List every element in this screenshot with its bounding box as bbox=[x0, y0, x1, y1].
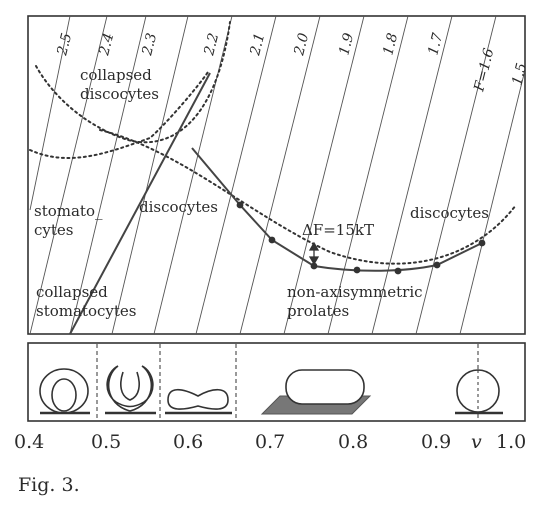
data-point bbox=[394, 267, 402, 275]
isoline bbox=[111, 16, 189, 334]
x-tick-label: 1.0 bbox=[496, 431, 526, 453]
x-tick-label: 0.7 bbox=[255, 431, 285, 453]
isoline-label: 2.4 bbox=[96, 31, 117, 57]
collapsed-stomatocyte-shape bbox=[105, 365, 156, 415]
isoline-label: 1.8 bbox=[380, 31, 401, 57]
isoline bbox=[195, 16, 277, 334]
isoline-labels: 2.5 2.4 2.3 2.2 2.1 2.0 1.9 1.8 1.7 F=1.… bbox=[54, 31, 530, 94]
dotted-curves bbox=[29, 21, 517, 265]
label-discocytes-right: discocytes bbox=[410, 204, 489, 222]
data-point bbox=[478, 239, 486, 247]
discocyte-shape bbox=[165, 388, 232, 415]
label-prolates-1: non-axisymmetric bbox=[287, 283, 423, 301]
x-axis: 0.4 0.5 0.6 0.7 0.8 0.9 v 1.0 bbox=[14, 431, 526, 453]
x-tick-label: 0.6 bbox=[173, 431, 203, 453]
region-labels: collapsed discocytes stomato_ cytes disc… bbox=[34, 66, 489, 320]
isoline-label: 2.5 bbox=[54, 31, 75, 58]
label-collapsed-discocytes-1: collapsed bbox=[80, 66, 152, 84]
collapsed-stomatocyte-line bbox=[69, 72, 211, 334]
isoline bbox=[415, 16, 497, 334]
isoline bbox=[283, 16, 365, 334]
collapsed-discocyte-branch bbox=[35, 21, 231, 144]
isoline bbox=[459, 69, 525, 334]
data-point bbox=[310, 262, 318, 270]
x-tick-label: 0.8 bbox=[338, 431, 368, 453]
isoline bbox=[29, 16, 108, 334]
label-stomatocytes-1: stomato_ bbox=[34, 202, 103, 220]
label-collapsed-stomatocytes-1: collapsed bbox=[36, 283, 108, 301]
isoline bbox=[29, 16, 71, 211]
isoline-label: F=1.6 bbox=[471, 47, 497, 94]
plot-frame bbox=[27, 15, 526, 335]
isoline-label: 2.1 bbox=[247, 31, 268, 57]
label-stomatocytes-2: cytes bbox=[34, 221, 73, 239]
shape-illustrations bbox=[39, 365, 503, 415]
isoline-group bbox=[29, 16, 525, 334]
isoline bbox=[153, 16, 233, 334]
label-delta-f: ΔF=15kT bbox=[302, 221, 374, 239]
isoline bbox=[371, 16, 453, 334]
label-collapsed-stomatocytes-2: stomatocytes bbox=[36, 302, 136, 320]
data-point bbox=[236, 201, 244, 209]
isoline-label: 1.5 bbox=[509, 61, 530, 87]
data-point bbox=[268, 236, 276, 244]
figure-caption: Fig. 3. bbox=[18, 474, 80, 496]
data-points bbox=[236, 201, 486, 275]
data-point bbox=[353, 266, 361, 274]
isoline-label: 2.2 bbox=[201, 31, 222, 58]
isoline bbox=[69, 16, 147, 334]
data-point bbox=[433, 261, 441, 269]
sphere-shape bbox=[455, 369, 503, 415]
isoline-label: 2.3 bbox=[139, 31, 160, 58]
delta-f-arrow bbox=[308, 241, 320, 266]
x-tick-label: 0.4 bbox=[14, 431, 44, 453]
isoline-label: 1.7 bbox=[425, 31, 446, 57]
x-tick-label: 0.5 bbox=[91, 431, 121, 453]
isoline-label: 2.0 bbox=[291, 31, 312, 58]
isoline bbox=[327, 16, 409, 334]
isoline-label: 1.9 bbox=[336, 31, 357, 57]
x-tick-label: 0.9 bbox=[421, 431, 451, 453]
isoline bbox=[239, 16, 321, 334]
x-axis-variable: v bbox=[471, 431, 482, 453]
label-collapsed-discocytes-2: discocytes bbox=[80, 85, 159, 103]
stomatocyte-branch bbox=[29, 71, 209, 159]
label-discocytes-mid: discocytes bbox=[139, 198, 218, 216]
stomatocyte-shape bbox=[39, 368, 90, 415]
label-prolates-2: prolates bbox=[287, 302, 349, 320]
shape-strip-frame bbox=[27, 342, 526, 422]
prolate-shape bbox=[260, 369, 372, 415]
discocyte-branch bbox=[99, 129, 517, 265]
